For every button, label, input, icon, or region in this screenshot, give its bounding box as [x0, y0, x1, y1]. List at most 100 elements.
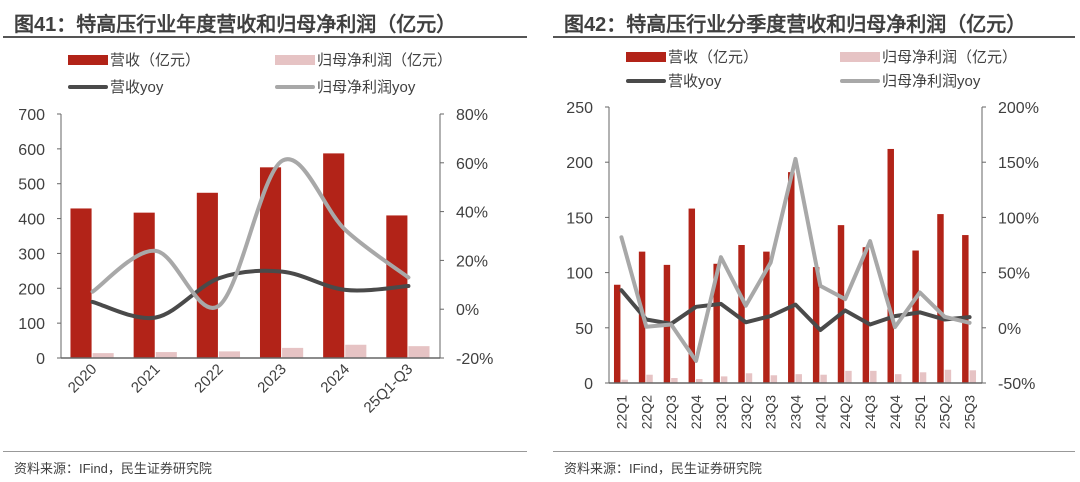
x-tick-label: 24Q4: [887, 395, 903, 429]
profit-bar: [944, 369, 952, 383]
profit-bar: [770, 375, 778, 383]
left-tick-label: 250: [566, 100, 593, 117]
x-tick-label: 25Q3: [962, 395, 978, 429]
profit-bar: [820, 374, 827, 383]
profit-bar: [345, 344, 367, 358]
legend-revenue: 营收（亿元）: [68, 49, 200, 70]
revenue-bar: [912, 250, 919, 383]
title-underline: [553, 36, 1075, 38]
profit-bar: [696, 379, 703, 383]
revenue-bar: [713, 263, 720, 383]
revenue-bar: [133, 212, 155, 358]
profit-bar: [218, 351, 241, 358]
revenue-bar: [196, 192, 218, 358]
legend-swatch: [68, 54, 108, 65]
chart-annual: 图41：特高压行业年度营收和归母净利润（亿元） 营收（亿元） 归母净利润（亿元）…: [3, 14, 527, 476]
x-tick-label: 25Q1: [912, 395, 928, 429]
legend-swatch: [840, 51, 880, 62]
right-tick-label: 40%: [456, 205, 488, 222]
revenue-bar: [837, 225, 845, 383]
legend-swatch: [68, 84, 108, 89]
revenue-yoy-line: [90, 268, 411, 321]
chart-plot: 0 100 200 300 400 500 600 700 -20% 0% 20% 40% 60% 80%…: [18, 107, 493, 417]
left-tick-label: 50: [575, 321, 593, 338]
right-tick-label: 100%: [998, 210, 1039, 227]
title-underline: [3, 36, 527, 38]
revenue-yoy-line: [619, 288, 972, 333]
revenue-bar: [323, 153, 345, 358]
left-tick-label: 300: [18, 246, 45, 263]
profit-bar: [795, 374, 802, 383]
chart-title: 图41：特高压行业年度营收和归母净利润（亿元）: [14, 14, 457, 36]
profit-bar: [720, 376, 728, 383]
right-tick-label: 0%: [998, 321, 1021, 338]
profit-bar: [671, 378, 678, 383]
left-tick-label: 100: [18, 316, 45, 333]
x-tick-label: 22Q4: [688, 395, 704, 429]
source-divider: [3, 451, 527, 452]
profit-bar: [92, 353, 114, 358]
profit-bar: [919, 372, 927, 383]
x-tick-label: 2020: [65, 361, 101, 397]
right-tick-label: 50%: [998, 266, 1030, 283]
legend-label: 营收（亿元）: [110, 52, 201, 69]
revenue-bar: [738, 245, 745, 383]
x-tick-label: 23Q2: [738, 395, 754, 429]
profit-bar: [969, 370, 977, 383]
revenue-bar: [862, 247, 870, 383]
legend-label: 归母净利润（亿元）: [882, 49, 1018, 66]
x-tick-label: 2024: [317, 361, 353, 397]
x-tick-label: 23Q3: [763, 395, 779, 429]
profit-bar: [894, 374, 902, 383]
profit-bar: [646, 374, 653, 383]
profit-bar: [408, 346, 430, 358]
profit-bar: [870, 370, 877, 383]
profit-bar: [745, 373, 753, 383]
legend-label: 归母净利润yoy: [317, 79, 416, 96]
right-tick-label: 60%: [456, 156, 488, 173]
x-tick-label: 22Q3: [663, 395, 679, 429]
revenue-bar: [937, 214, 944, 383]
legend-label: 营收yoy: [668, 73, 722, 90]
profit-bar: [621, 379, 628, 383]
left-tick-label: 200: [18, 281, 45, 298]
left-tick-label: 150: [566, 210, 593, 227]
left-tick-label: 600: [18, 142, 45, 159]
x-tick-label: 25Q1-Q3: [361, 361, 417, 417]
profit-bar: [282, 347, 304, 358]
revenue-bar: [962, 235, 969, 383]
source-note: 资料来源：IFind，民生证券研究院: [14, 461, 212, 476]
left-tick-label: 200: [566, 155, 593, 172]
profit-yoy-line: [619, 156, 972, 363]
chart-quarterly: 图42：特高压行业分季度营收和归母净利润（亿元） 营收（亿元） 归母净利润（亿元…: [540, 0, 1080, 482]
left-tick-label: 0: [584, 376, 593, 393]
legend-swatch: [275, 54, 315, 65]
legend-profit: 归母净利润（亿元）: [275, 49, 452, 70]
profit-bar: [155, 352, 177, 358]
legend-revenue-yoy: 营收yoy: [68, 76, 163, 97]
revenue-bar: [259, 167, 282, 358]
revenue-bar: [688, 208, 696, 383]
legend-profit: 归母净利润（亿元）: [840, 46, 1017, 67]
x-tick-label: 22Q1: [613, 395, 629, 429]
x-tick-label: 24Q1: [812, 395, 828, 429]
x-tick-label: 25Q2: [937, 395, 953, 429]
legend-label: 归母净利润yoy: [882, 73, 981, 90]
legend-profit-yoy: 归母净利润yoy: [840, 70, 980, 91]
x-tick-label: 23Q1: [713, 395, 729, 429]
revenue-bar: [613, 284, 621, 383]
x-tick-label: 2022: [191, 361, 227, 397]
right-tick-label: 150%: [998, 155, 1039, 172]
legend-label: 营收（亿元）: [668, 49, 759, 66]
right-tick-label: 80%: [456, 107, 488, 124]
left-tick-label: 700: [18, 107, 45, 124]
legend-label: 归母净利润（亿元）: [317, 52, 453, 69]
x-tick-label: 2021: [128, 361, 164, 397]
source-note: 资料来源：IFind，民生证券研究院: [564, 461, 762, 476]
right-tick-label: -50%: [998, 376, 1035, 393]
legend-revenue-yoy: 营收yoy: [626, 70, 721, 91]
x-tick-label: 2023: [254, 361, 290, 397]
left-tick-label: 0: [36, 351, 45, 368]
left-tick-label: 100: [566, 266, 593, 283]
x-tick-label: 24Q3: [862, 395, 878, 429]
